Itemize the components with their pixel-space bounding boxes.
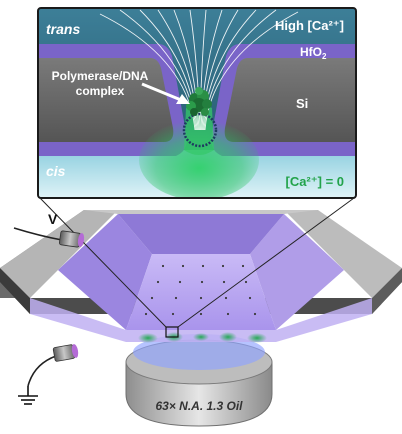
objective-label: 63× N.A. 1.3 Oil xyxy=(155,399,243,413)
trans-label: trans xyxy=(46,21,80,37)
complex-label-line2: complex xyxy=(76,84,125,98)
objective-lens: 63× N.A. 1.3 Oil xyxy=(125,334,273,427)
cis-label: cis xyxy=(46,163,66,179)
chip-rim-right xyxy=(284,210,402,298)
top-electrode: V xyxy=(13,211,85,248)
hfo2-label: HfO2 xyxy=(300,45,327,61)
fluorescence-plume xyxy=(139,120,259,198)
pit-wall-back xyxy=(118,214,284,254)
chip-rim-left xyxy=(0,210,118,298)
bottom-electrode xyxy=(18,344,79,405)
pit-wall-left xyxy=(58,214,152,330)
selected-pore-box xyxy=(165,326,179,338)
ground-icon xyxy=(18,386,38,405)
zoom-lines xyxy=(39,197,355,328)
polymerase-dna-complex xyxy=(182,87,218,148)
complex-label-line1: Polymerase/DNA xyxy=(52,69,149,83)
nanopore-array xyxy=(144,264,257,316)
pit-wall-right xyxy=(250,214,344,330)
si-block-right xyxy=(224,58,356,142)
chip xyxy=(0,210,402,343)
si-label: Si xyxy=(296,96,308,111)
voltage-label: V xyxy=(48,211,58,227)
complex-pointer-arrow xyxy=(141,82,182,102)
chip-rim-top xyxy=(84,210,318,214)
zero-ca-label: [Ca²⁺] = 0 xyxy=(285,174,344,189)
membrane-floor xyxy=(126,254,276,330)
inset-panel: trans High [Ca²⁺] HfO2 Si Polymerase/DNA… xyxy=(38,8,356,198)
si-block-left xyxy=(38,58,174,142)
inset-border xyxy=(37,7,357,199)
high-ca-label: High [Ca²⁺] xyxy=(275,18,344,33)
fluorescent-spots xyxy=(138,332,267,343)
chip-front-wall xyxy=(30,298,372,342)
